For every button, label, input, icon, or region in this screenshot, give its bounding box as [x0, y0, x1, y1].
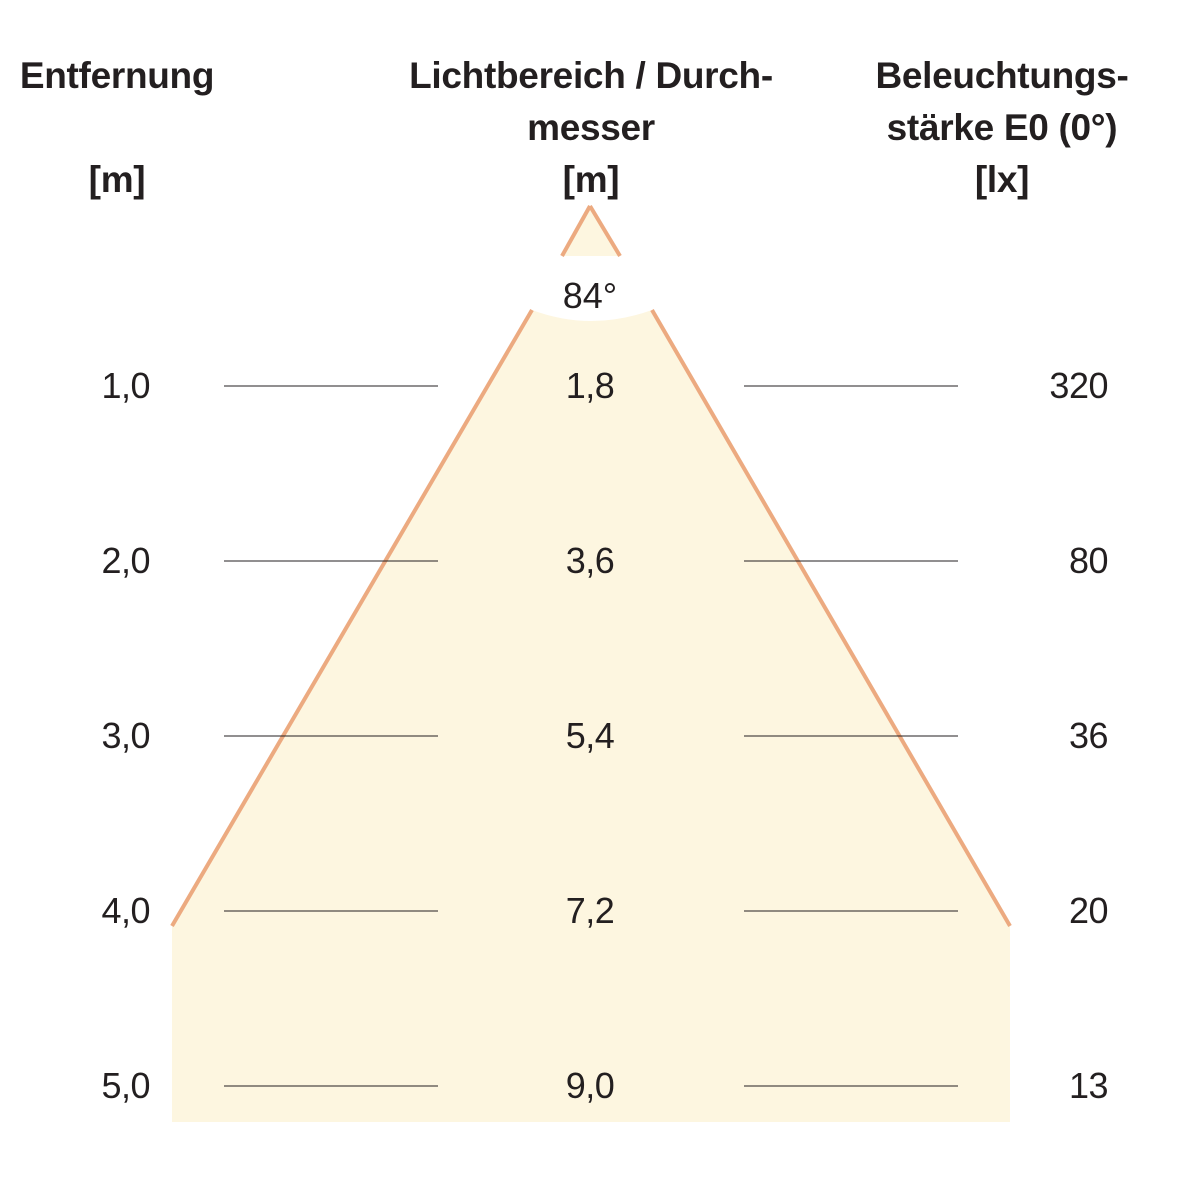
beam-apex-left-edge [560, 205, 592, 257]
distance-title: Entfernung [19, 55, 215, 96]
diameter-value-4: 7,2 [565, 890, 615, 931]
beam-apex-fill [562, 206, 620, 256]
distance-value-2: 2,0 [101, 540, 150, 581]
distance-value-1: 1,0 [101, 365, 150, 406]
illuminance-title-line1: Beleuchtungs- [875, 55, 1129, 96]
diameter-value-3: 5,4 [565, 715, 615, 756]
illuminance-unit: [lx] [974, 159, 1030, 200]
beam-angle-label: 84° [562, 275, 618, 316]
illuminance-value-2: 80 [1068, 540, 1109, 581]
diameter-value-1: 1,8 [565, 365, 615, 406]
illuminance-value-4: 20 [1068, 890, 1109, 931]
beam-apex-right-edge [588, 204, 622, 258]
diameter-title-line2: messer [527, 107, 655, 148]
illuminance-header: Beleuchtungs- stärke E0 (0°) [lx] [862, 50, 1142, 206]
diameter-header: Lichtbereich / Durch- messer [m] [392, 50, 790, 206]
illuminance-value-1: 320 [1049, 365, 1108, 406]
distance-header: Entfernung [m] [0, 50, 234, 206]
row-rules [224, 385, 958, 1087]
distance-value-3: 3,0 [101, 715, 150, 756]
diameter-value-5: 9,0 [565, 1065, 615, 1106]
distance-unit: [m] [88, 159, 146, 200]
illuminance-value-3: 36 [1068, 715, 1109, 756]
diameter-value-2: 3,6 [565, 540, 615, 581]
distance-value-5: 5,0 [101, 1065, 150, 1106]
illuminance-value-5: 13 [1068, 1065, 1109, 1106]
illuminance-title-line2: stärke E0 (0°) [886, 107, 1118, 148]
beam-right-edge [650, 308, 1012, 928]
beam-left-edge [170, 308, 534, 928]
beam-cone-fill [172, 310, 1010, 1122]
distance-value-4: 4,0 [101, 890, 150, 931]
diameter-unit: [m] [562, 159, 620, 200]
diameter-title-line1: Lichtbereich / Durch- [409, 55, 773, 96]
